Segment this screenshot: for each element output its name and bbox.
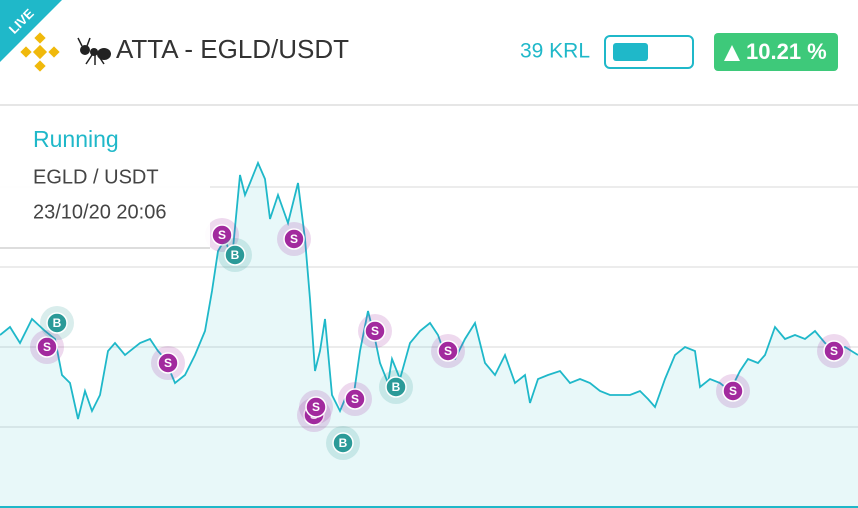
trade-side: S: [351, 392, 359, 406]
up-arrow: [724, 45, 740, 61]
trade-side: S: [290, 232, 298, 246]
trade-side: S: [371, 324, 379, 338]
balance: 39 KRL: [520, 40, 590, 63]
trade-side: B: [339, 436, 348, 450]
trade-side: S: [444, 344, 452, 358]
live-ribbon: [0, 0, 62, 62]
trade-side: S: [830, 344, 838, 358]
trade-side: S: [164, 356, 172, 370]
chart: SBSSBSSSBSSBSSS: [0, 160, 858, 508]
trade-marker: [364, 320, 386, 342]
change-value: 10.21 %: [746, 39, 827, 64]
price-line: [0, 160, 858, 420]
change-badge: [714, 33, 838, 71]
trade-marker: [283, 228, 305, 250]
trade-marker: [332, 432, 354, 454]
status: Running: [33, 126, 119, 152]
info-box: [0, 112, 210, 248]
trade-marker: [224, 244, 246, 266]
area: [0, 163, 858, 507]
trade-marker: [344, 388, 366, 410]
trade-marker: [437, 340, 459, 362]
pair: EGLD / USDT: [33, 166, 159, 188]
bot-title: ATTA - EGLD/USDT: [116, 34, 349, 64]
trade-side: B: [231, 248, 240, 262]
trade-marker: [36, 336, 58, 358]
trade-marker: [385, 376, 407, 398]
trade-side: S: [218, 228, 226, 242]
ant-icon: [77, 37, 111, 65]
trade-side: B: [392, 380, 401, 394]
balance-bar-fill: [613, 43, 648, 61]
trade-side: S: [43, 340, 51, 354]
trade-marker: [823, 340, 845, 362]
date: 23/10/20 20:06: [33, 201, 166, 223]
trade-marker: [722, 380, 744, 402]
trade-side: B: [53, 316, 62, 330]
trade-marker: [211, 224, 233, 246]
trade-marker: [157, 352, 179, 374]
trade-marker: [46, 312, 68, 334]
trade-marker: [305, 396, 327, 418]
trade-side: S: [729, 384, 737, 398]
trade-side: S: [312, 400, 320, 414]
